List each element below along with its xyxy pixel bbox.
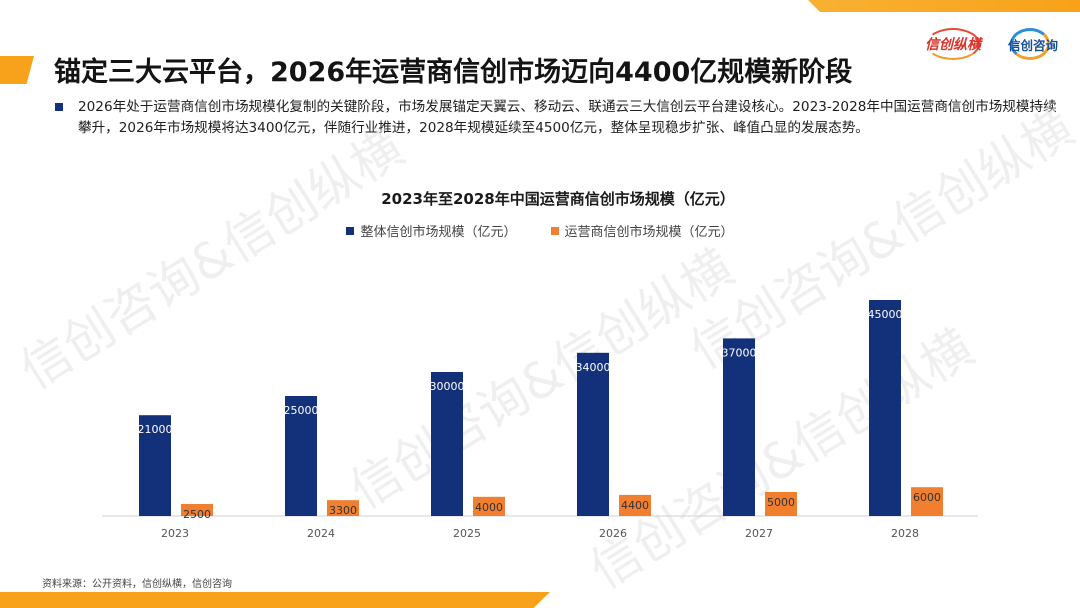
data-label-total-2023: 21000 (138, 423, 173, 436)
title-accent-shape (0, 56, 34, 84)
bar-operator-2026 (619, 494, 651, 516)
bar-total-2026 (577, 352, 609, 516)
data-label-operator-2027: 5000 (767, 496, 795, 509)
x-tick-label-2025: 2025 (453, 527, 481, 540)
bar-chart: 21000 2500 2023 25000 3300 2024 30000 4000 2025 3… (102, 300, 978, 540)
data-label-operator-2026: 4400 (621, 499, 649, 512)
bar-total-2027 (723, 338, 755, 516)
x-tick-label-2028: 2028 (891, 527, 919, 540)
x-tick-label-2027: 2027 (745, 527, 773, 540)
bar-operator-2028 (911, 487, 943, 516)
chart-title: 2023年至2028年中国运营商信创市场规模（亿元） (381, 190, 735, 208)
bottom-accent-bar (0, 592, 550, 608)
bar-operator-2027 (765, 492, 797, 516)
data-label-operator-2023: 2500 (183, 508, 211, 521)
legend-label-operator: 运营商信创市场规模（亿元） (564, 225, 734, 240)
legend-label-total: 整体信创市场规模（亿元） (360, 225, 517, 240)
legend-item-total: 整体信创市场规模（亿元） (346, 221, 517, 240)
logo-group: 信创纵横 信创咨询 (920, 26, 1060, 62)
bar-operator-2025 (473, 496, 505, 516)
data-label-operator-2024: 3300 (329, 504, 357, 517)
legend-swatch-operator (550, 226, 559, 235)
bullet-square-icon (55, 103, 63, 111)
legend-item-operator: 运营商信创市场规模（亿元） (550, 221, 734, 240)
bar-total-2025 (431, 372, 463, 516)
logo-ring-icon (926, 28, 980, 60)
data-label-operator-2028: 6000 (913, 491, 941, 504)
x-tick-label-2026: 2026 (599, 527, 627, 540)
data-label-total-2027: 37000 (722, 346, 757, 359)
top-accent-bar (808, 0, 1080, 12)
source-note: 资料来源：公开资料，信创纵横，信创咨询 (42, 579, 232, 590)
bar-total-2024 (285, 396, 317, 516)
bar-operator-2024 (327, 500, 359, 516)
summary-paragraph: 2026年处于运营商信创市场规模化复制的关键阶段，市场发展锚定天翼云、移动云、联… (78, 99, 1057, 136)
x-tick-label-2023: 2023 (161, 527, 189, 540)
logo-ring-icon (1010, 28, 1050, 60)
page-title: 锚定三大云平台，2026年运营商信创市场迈向4400亿规模新阶段 (54, 57, 853, 88)
bar-operator-2023 (181, 504, 213, 516)
logo-right-text: 信创咨询 (1007, 38, 1058, 53)
data-label-total-2026: 34000 (576, 361, 611, 374)
data-label-operator-2025: 4000 (475, 501, 503, 514)
chart-legend: 整体信创市场规模（亿元） 运营商信创市场规模（亿元） (0, 221, 1080, 240)
x-tick-label-2024: 2024 (307, 527, 335, 540)
xinchuang-zongheng-logo: 信创纵横 (920, 26, 986, 62)
logo-left-text: 信创纵横 (925, 37, 981, 53)
data-label-total-2028: 45000 (868, 308, 903, 321)
data-label-total-2024: 25000 (284, 404, 319, 417)
bar-total-2023 (139, 415, 171, 516)
legend-swatch-total (346, 226, 355, 235)
xinchuang-zixun-logo: 信创咨询 (1006, 26, 1060, 62)
data-label-total-2025: 30000 (430, 380, 465, 393)
bar-total-2028 (869, 300, 901, 516)
